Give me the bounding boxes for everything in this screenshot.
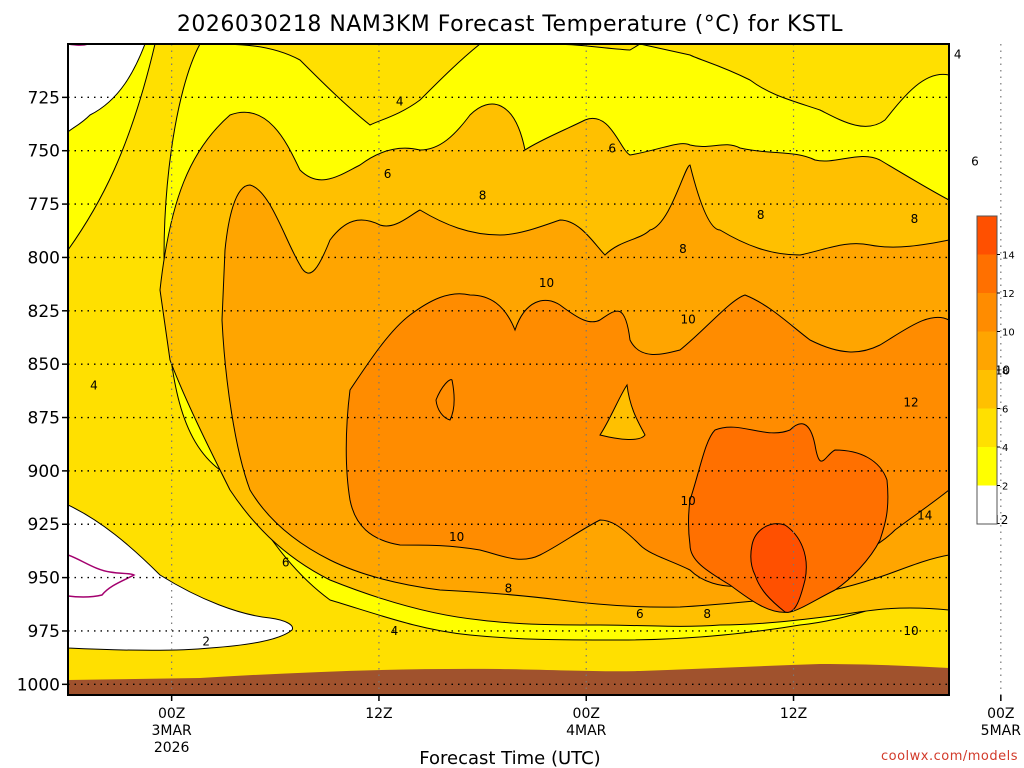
plot-frame (67, 43, 950, 696)
y-tick-label: 850 (28, 355, 60, 375)
contour-label: 6 (384, 167, 392, 181)
x-tick-label: 00Z (987, 706, 1014, 722)
colorbar-label: 2 (1002, 482, 1008, 493)
colorbar-swatch (977, 408, 997, 447)
contour-label: 10 (681, 494, 696, 508)
contour-label: 10 (995, 364, 1010, 378)
contour-label: 8 (479, 189, 487, 203)
contour-label: 2 (202, 635, 210, 649)
contour-0-left (68, 554, 136, 598)
plot-area (68, 44, 949, 695)
colorbar-swatch (977, 254, 997, 293)
y-tick-label: 1000 (17, 675, 60, 695)
y-tick-label: 900 (28, 462, 60, 482)
y-tick-label: 750 (28, 142, 60, 162)
x-tick-label: 3MAR (151, 723, 192, 739)
x-tick-label: 00Z (158, 706, 185, 722)
contour-label: 8 (505, 581, 513, 595)
contour-label: 4 (391, 624, 399, 638)
colorbar-label: 14 (1002, 251, 1015, 262)
band-below-2-left (68, 504, 294, 651)
y-tick-label: 825 (28, 302, 60, 322)
contour-label: 14 (917, 509, 932, 523)
colorbar-swatch (977, 216, 997, 255)
y-tick-label: 975 (28, 622, 60, 642)
chart-title: 2026030218 NAM3KM Forecast Temperature (… (177, 12, 843, 37)
band-blob-6-8 (599, 383, 646, 440)
contour-label: 8 (679, 242, 687, 256)
x-tick-label: 12Z (365, 706, 392, 722)
y-tick-label: 725 (28, 88, 60, 108)
ground-terrain (68, 664, 949, 695)
y-tick-label: 800 (28, 248, 60, 268)
contour-label: 8 (757, 208, 765, 222)
colorbar-label: 6 (1002, 405, 1008, 416)
contour-label: 6 (608, 142, 616, 156)
colorbar-swatch (977, 331, 997, 370)
contour-label: 6 (971, 154, 979, 168)
contour-label: 4 (396, 95, 404, 109)
x-tick-label: 00Z (573, 706, 600, 722)
contour-label: 10 (539, 276, 554, 290)
y-tick-label: 925 (28, 515, 60, 535)
gridlines (68, 44, 1002, 695)
band-blob-10-12 (435, 379, 455, 421)
contour-label: 6 (636, 607, 644, 621)
contour-labels: 446668888101010412121014121068684102 (90, 48, 1010, 649)
colorbar-label: 8 (1002, 366, 1008, 377)
band-14-16 (750, 523, 807, 613)
y-tick-label: 950 (28, 569, 60, 589)
credit-text: coolwx.com/models (881, 749, 1018, 764)
colorbar-swatch (977, 370, 997, 409)
colorbar-label: 4 (1002, 443, 1008, 454)
colorbar-label: 12 (1002, 289, 1015, 300)
x-tick-label: 5MAR (981, 723, 1022, 739)
contour-label: 8 (703, 607, 711, 621)
colorbar-swatch (977, 447, 997, 486)
contour-label: 6 (282, 556, 290, 570)
contour-label: 8 (911, 212, 919, 226)
contour-label: 12 (903, 396, 918, 410)
colorbar-swatch (977, 485, 997, 524)
contour-label: 10 (681, 312, 696, 326)
x-tick-label: 2026 (154, 740, 190, 756)
x-tick-label: 12Z (780, 706, 807, 722)
colorbar-swatch (977, 293, 997, 332)
contour-label: 4 (954, 48, 962, 62)
contour-label: 4 (90, 379, 98, 393)
colorbar-label: 10 (1002, 328, 1015, 339)
contour-label: 10 (903, 624, 918, 638)
y-tick-label: 875 (28, 409, 60, 429)
band-below-2-top (68, 44, 146, 133)
y-axis: 1000 975 950 925 900 875 850 825 800 775 750 725 (17, 88, 68, 695)
x-tick-label: 4MAR (566, 723, 607, 739)
x-axis-label: Forecast Time (UTC) (419, 748, 600, 768)
contour-label: 10 (449, 530, 464, 544)
y-tick-label: 775 (28, 195, 60, 215)
